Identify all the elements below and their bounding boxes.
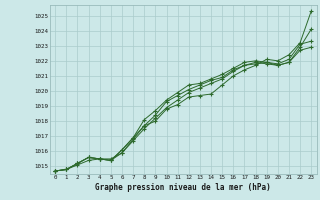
X-axis label: Graphe pression niveau de la mer (hPa): Graphe pression niveau de la mer (hPa) [95,183,271,192]
